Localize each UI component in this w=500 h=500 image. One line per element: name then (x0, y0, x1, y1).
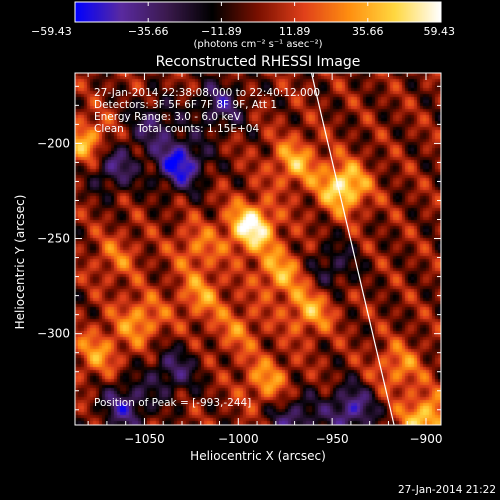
x-axis-tick-label: −1000 (218, 432, 259, 446)
timestamp: 27-Jan-2014 21:22 (397, 484, 496, 496)
detectors-annotation: Detectors: 3F 5F 6F 7F 8F 9F, Att 1 (94, 99, 278, 111)
colorbar-tick-label: −11.89 (201, 25, 242, 38)
colorbar-frame (74, 1, 442, 23)
colorbar-tick-label: 59.43 (424, 25, 456, 38)
x-axis-tick-label: −900 (410, 432, 443, 446)
x-axis-tick-label: −950 (316, 432, 349, 446)
energy-range-annotation: Energy Range: 3.0 - 6.0 keV (94, 111, 241, 123)
colorbar (75, 2, 441, 22)
colorbar-tick-label: −35.66 (128, 25, 169, 38)
colorbar-tick-label: −59.43 (31, 25, 72, 38)
time-range-annotation: 27-Jan-2014 22:38:08.000 to 22:40:12.000 (94, 87, 321, 99)
colorbar-tick-label: 11.89 (279, 25, 311, 38)
clean-counts-annotation: Clean Total counts: 1.15E+04 (94, 123, 260, 135)
y-axis-tick-label: −250 (37, 232, 70, 246)
peak-position-annotation: Position of Peak = [-993,-244] (94, 397, 252, 409)
x-axis-tick-label: −1050 (124, 432, 165, 446)
colorbar-unit-label: (photons cm⁻² s⁻¹ asec⁻²) (193, 39, 323, 50)
y-axis-label: Heliocentric Y (arcsec) (13, 194, 27, 330)
solar-limb-line (310, 72, 395, 426)
chart-title: Reconstructed RHESSI Image (155, 54, 361, 70)
plot-frame (74, 72, 442, 426)
x-axis-label: Heliocentric X (arcsec) (190, 449, 326, 463)
y-axis-tick-label: −300 (37, 327, 70, 341)
colorbar-tick-label: 35.66 (352, 25, 384, 38)
y-axis-tick-label: −200 (37, 136, 70, 150)
